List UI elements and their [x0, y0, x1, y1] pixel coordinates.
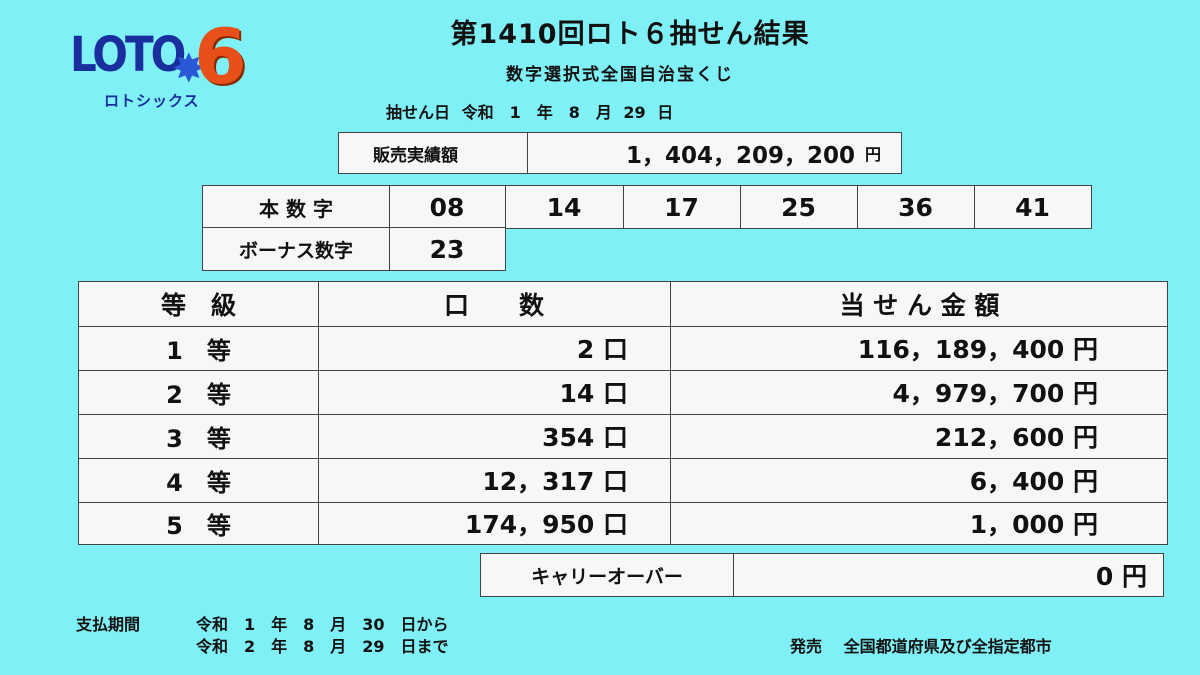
- prize-grade: 2 等: [166, 380, 231, 409]
- main-numbers-label: 本 数 字: [259, 196, 333, 221]
- carryover-label: キャリーオーバー: [531, 565, 683, 588]
- logo-wordmark: LOTO: [70, 26, 186, 83]
- prize-amount: 1，000 円: [969, 510, 1098, 539]
- page-title: 第1410回ロト６抽せん結果: [450, 19, 810, 50]
- sales-box: 販売実績額 1，404，209，200 円: [338, 132, 902, 174]
- prize-winners: 354 口: [542, 423, 628, 452]
- draw-date: 抽せん日 令和 1 年 8 月 29 日: [386, 103, 674, 122]
- payment-period-label: 支払期間: [76, 615, 141, 634]
- prize-winners: 174，950 口: [464, 510, 628, 539]
- prize-amount: 4，979，700 円: [892, 379, 1098, 408]
- header-amount: 当 せ ん 金 額: [839, 291, 1000, 320]
- prize-grade: 1 等: [166, 336, 231, 365]
- prize-winners: 12，317 口: [482, 467, 628, 496]
- sales-unit: 円: [865, 145, 882, 164]
- page-subtitle: 数字選択式全国自治宝くじ: [506, 65, 734, 85]
- issuer: 発売 全国都道府県及び全指定都市: [790, 637, 1052, 656]
- carryover-amount: 0 円: [1095, 562, 1147, 591]
- main-number: 25: [781, 192, 816, 222]
- prize-grade: 4 等: [166, 468, 231, 497]
- carryover-box: キャリーオーバー 0 円: [480, 553, 1164, 597]
- header-winners: 口 数: [443, 291, 544, 320]
- bonus-number-label: ボーナス数字: [238, 239, 353, 262]
- prize-amount: 6，400 円: [969, 467, 1098, 496]
- sales-label: 販売実績額: [373, 145, 458, 166]
- prize-amount: 116，189，400 円: [857, 335, 1098, 364]
- sales-amount: 1，404，209，200: [625, 143, 855, 169]
- main-number: 41: [1015, 192, 1050, 222]
- prize-grade: 3 等: [166, 424, 231, 453]
- prize-winners: 2 口: [576, 335, 628, 364]
- logo-number: 6: [194, 12, 247, 101]
- payment-period-start: 令和 1 年 8 月 30 日から: [196, 615, 449, 634]
- bonus-number-row: ボーナス数字 23: [202, 227, 506, 271]
- logo-burst-icon: ✸: [172, 46, 206, 92]
- main-number: 17: [664, 192, 699, 222]
- prize-winners: 14 口: [559, 379, 629, 408]
- logo-subtitle: ロトシックス: [104, 92, 200, 110]
- main-numbers-row: 本 数 字 08 14 17 25 36 41: [202, 185, 1092, 229]
- main-number: 14: [546, 192, 582, 222]
- prize-amount: 212，600 円: [934, 423, 1098, 452]
- bonus-number: 23: [429, 234, 465, 264]
- main-number: 36: [898, 192, 933, 222]
- header-grade: 等 級: [160, 291, 236, 320]
- prize-table: 等 級 口 数 当 せ ん 金 額 1 等 2 口 116，189，400 円 …: [78, 281, 1168, 545]
- loto6-logo: LOTO ✸ 6 ロトシックス: [66, 12, 247, 116]
- prize-grade: 5 等: [166, 511, 231, 540]
- payment-period-end: 令和 2 年 8 月 29 日まで: [196, 637, 449, 656]
- main-number: 08: [429, 192, 465, 222]
